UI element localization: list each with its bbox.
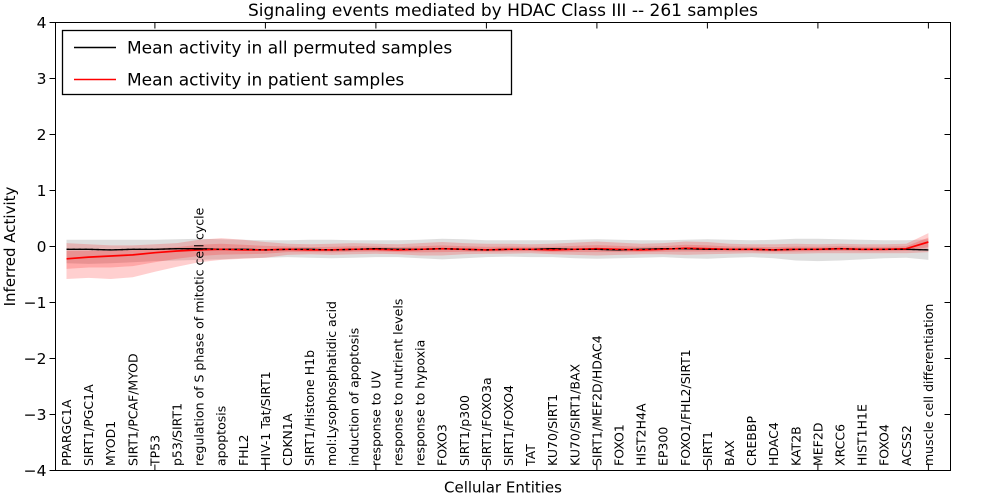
legend-label-patient: Mean activity in patient samples [127,71,404,91]
x-category-label: MEF2D [810,423,825,466]
x-category-label: FHL2 [236,434,251,466]
x-category-label: apoptosis [214,406,229,466]
x-category-label: SIRT1/FOXO3a [479,377,494,466]
y-tick-label: 0 [37,238,47,256]
x-category-label: muscle cell differentiation [921,304,936,466]
x-category-label: HIST2H4A [634,403,649,466]
x-category-label: p53/SIRT1 [170,403,185,466]
bands-layer [66,233,929,279]
y-tick-label: 2 [37,126,47,144]
x-category-label: induction of apoptosis [346,328,361,466]
y-tick-label: 3 [37,70,47,88]
x-category-label: CREBBP [744,416,759,466]
x-category-label: PPARGC1A [59,399,74,466]
x-category-label: KU70/SIRT1/BAX [567,364,582,466]
x-category-label: SIRT1/MEF2D/HDAC4 [589,335,604,466]
x-category-label: mol:Lysophosphatidic acid [324,301,339,466]
x-category-label: TAT [523,444,538,467]
band-patient-spread-outer [66,233,929,279]
x-category-label: regulation of S phase of mitotic cell cy… [192,207,207,466]
series-layer [66,241,929,260]
y-tick-label: 1 [37,182,47,200]
x-category-label: MYOD1 [103,421,118,466]
x-category-label: SIRT1/p300 [457,395,472,466]
x-category-label: TP53 [147,435,162,467]
x-category-label: BAX [722,440,737,466]
x-category-label: SIRT1/PGC1A [81,384,96,466]
x-category-label: HIST1H1E [855,404,870,466]
y-axis-label: Inferred Activity [1,186,19,306]
x-axis-label: Cellular Entities [444,479,562,497]
x-category-label: KU70/SIRT1 [545,394,560,466]
y-tick-label: −3 [24,406,47,424]
x-category-label: SIRT1/FOXO4 [501,385,516,466]
x-category-label: EP300 [656,427,671,466]
series-patient-mean-line [66,241,929,260]
x-category-label: XRCC6 [833,424,848,466]
x-category-label: response to nutrient levels [391,299,406,466]
x-category-label: HIV-1 Tat/SIRT1 [258,371,273,466]
band-patient-spread-inner [66,237,929,269]
plot-area-frame [55,22,951,471]
band-permuted-spread [66,238,929,264]
x-category-label: SIRT1/PCAF/MYOD [125,353,140,466]
x-category-label: SIRT1/Histone H1b [302,350,317,466]
y-tick-label: −1 [24,294,47,312]
x-category-label: FOXO4 [877,424,892,466]
legend: Mean activity in all permuted samples Me… [61,29,513,96]
x-category-label: FOXO1/FHL2/SIRT1 [678,349,693,466]
x-category-label: CDKN1A [280,413,295,466]
x-category-label: SIRT1 [700,431,715,466]
y-tick-label: 4 [37,14,47,32]
chart-title: Signaling events mediated by HDAC Class … [248,1,758,21]
x-category-label: response to hypoxia [413,340,428,466]
x-category-labels-layer: PPARGC1A SIRT1/PGC1A MYOD1 SIRT1/PCAF/MYOD T… [59,207,936,467]
x-category-label: KAT2B [788,426,803,466]
legend-frame [61,29,513,96]
x-category-label: ACSS2 [899,425,914,466]
x-category-label: FOXO1 [612,424,627,466]
ticks-layer: −4 −3 −2 −1 0 1 2 3 4 [24,14,951,480]
x-category-label: FOXO3 [435,424,450,466]
y-tick-label: −2 [24,350,47,368]
x-category-label: response to UV [368,371,383,466]
y-tick-label: −4 [24,462,47,480]
x-category-label: HDAC4 [766,422,781,466]
legend-label-permuted: Mean activity in all permuted samples [127,39,452,59]
